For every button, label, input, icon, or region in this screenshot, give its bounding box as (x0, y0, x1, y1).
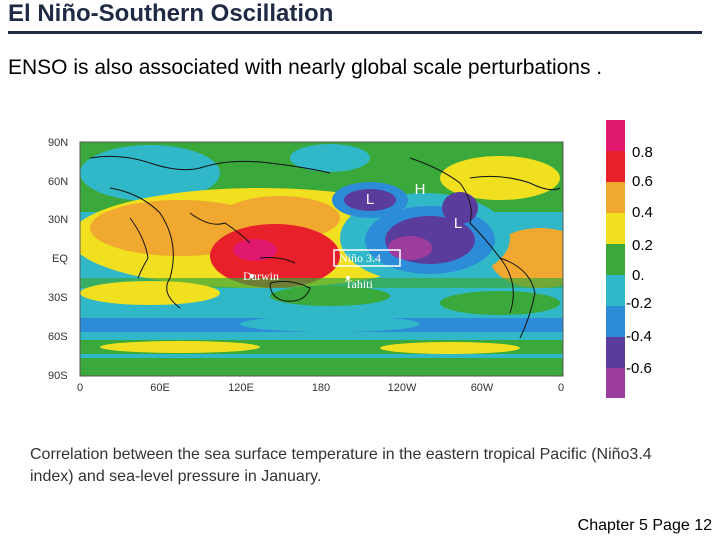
colorbar-label: 0. (632, 267, 645, 284)
lon-label: 180 (312, 382, 330, 394)
colorbar-swatch (606, 213, 625, 244)
low-pressure-label-east: L (454, 215, 462, 232)
colorbar-swatch (606, 151, 625, 182)
lat-label: 60N (48, 176, 68, 188)
lon-label: 120W (388, 382, 417, 394)
colorbar-swatch (606, 337, 625, 368)
slide-title: El Niño-Southern Oscillation (8, 0, 334, 27)
colorbar-label: 0.8 (632, 144, 653, 161)
map-frame (79, 141, 564, 377)
lon-label: 0 (558, 382, 564, 394)
colorbar-label: -0.2 (626, 295, 652, 312)
figure-caption: Correlation between the sea surface temp… (30, 446, 652, 485)
lon-label: 60W (471, 382, 494, 394)
lat-label: EQ (52, 253, 68, 265)
colorbar-swatch (606, 244, 625, 275)
nino34-box (333, 249, 401, 267)
slide-subtitle: ENSO is also associated with nearly glob… (8, 56, 603, 79)
colorbar-swatch (606, 306, 625, 337)
lon-label: 0 (77, 382, 83, 394)
lat-label: 60S (48, 331, 68, 343)
colorbar-swatch (606, 275, 625, 306)
page-footer: Chapter 5 Page 12 (577, 517, 712, 534)
colorbar-label: 0.2 (632, 237, 653, 254)
lat-label: 90S (48, 370, 68, 382)
lon-label: 60E (150, 382, 170, 394)
lat-label: 30S (48, 292, 68, 304)
title-divider (8, 31, 702, 34)
colorbar-label: -0.6 (626, 360, 652, 377)
colorbar-label: 0.4 (632, 204, 653, 221)
nino34-label: Niño 3.4 (339, 251, 381, 265)
darwin-label: Darwin (243, 269, 279, 283)
lat-label: 90N (48, 137, 68, 149)
colorbar: 0.8 0.6 0.4 0.2 0. -0.2 -0.4 -0.6 (606, 120, 653, 398)
latitude-labels: 90N 60N 30N EQ 30S 60S 90S (48, 137, 68, 382)
low-pressure-label-north: L (366, 191, 374, 208)
colorbar-swatch (606, 368, 625, 398)
high-pressure-label: H (415, 181, 426, 198)
tahiti-label: Tahiti (345, 277, 373, 291)
darwin-marker (250, 274, 254, 278)
correlation-map-figure: 90N 60N 30N EQ 30S 60S 90S 0 60E 120E 18… (48, 120, 653, 398)
colorbar-swatch (606, 182, 625, 213)
colorbar-label: 0.6 (632, 173, 653, 190)
colorbar-label: -0.4 (626, 328, 652, 345)
correlation-map (80, 142, 563, 376)
lon-label: 120E (228, 382, 254, 394)
tahiti-marker (346, 276, 350, 280)
colorbar-swatch (606, 120, 625, 151)
lat-label: 30N (48, 214, 68, 226)
longitude-labels: 0 60E 120E 180 120W 60W 0 (77, 382, 564, 394)
